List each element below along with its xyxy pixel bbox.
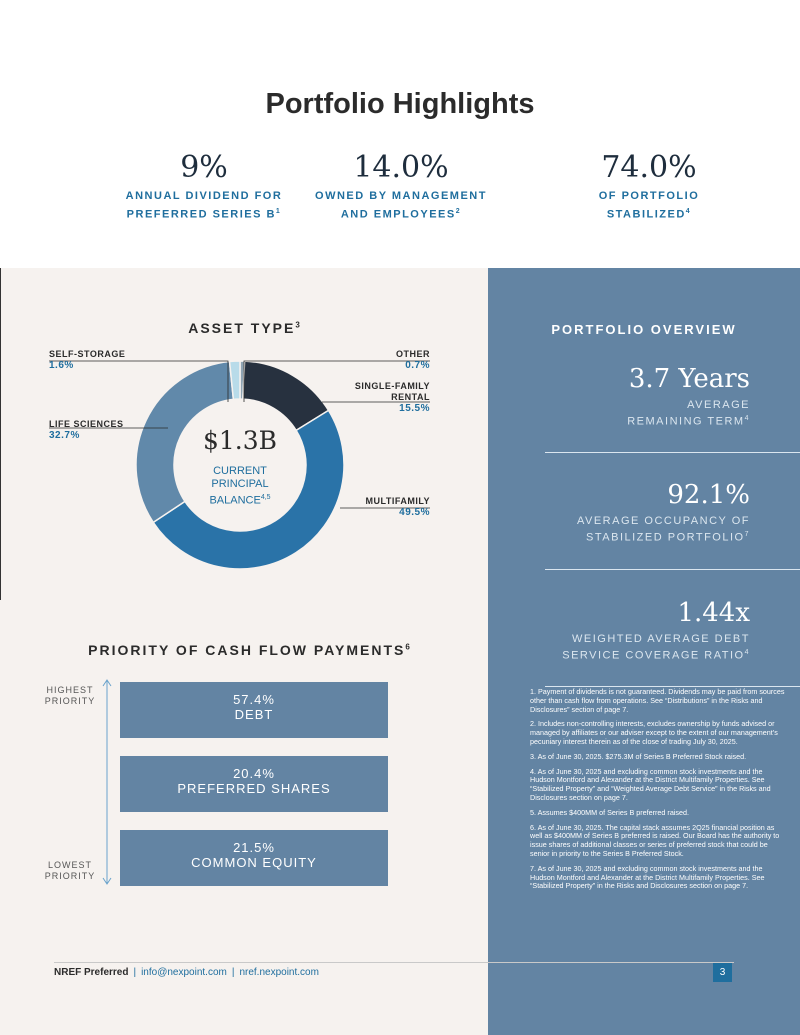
divider xyxy=(545,686,800,687)
footer-email-link[interactable]: info@nexpoint.com xyxy=(141,967,227,978)
current-principal-balance-label: CURRENT PRINCIPAL BALANCE4,5 xyxy=(209,465,271,507)
legend-self-storage: SELF-STORAGE 1.6% xyxy=(49,349,126,371)
divider xyxy=(545,452,800,453)
current-principal-balance-value: $1.3B xyxy=(202,426,278,455)
priority-box-debt: 57.4% DEBT xyxy=(120,682,388,738)
footnote: 3. As of June 30, 2025. $275.3M of Serie… xyxy=(530,751,747,761)
footer: NREF Preferred | info@nexpoint.com | nref.ne… xyxy=(54,967,319,978)
occupancy-label: AVERAGE OCCUPANCY OF STABILIZED PORTFOLI… xyxy=(576,515,750,544)
footer-website-link[interactable]: nref.nexpoint.com xyxy=(239,967,319,978)
footnote: 7. As of June 30, 2025 and excluding com… xyxy=(530,863,765,891)
footnote: 2. Includes non-controlling interests, e… xyxy=(530,719,778,746)
dscr-label: WEIGHTED AVERAGE DEBT SERVICE COVERAGE R… xyxy=(562,633,750,662)
footer-separator: | xyxy=(133,967,137,978)
dscr-value: 1.44x xyxy=(677,598,750,628)
legend-single-family-rental: SINGLE-FAMILY RENTAL 15.5% xyxy=(354,381,430,414)
highest-priority-label: HIGHEST PRIORITY xyxy=(44,685,96,706)
donut-slice-self-storage xyxy=(228,360,241,401)
donut-slice-multifamily xyxy=(152,409,345,570)
highlight-stabilized: 74.0% OF PORTFOLIO STABILIZED4 xyxy=(529,150,769,223)
leader-line-self-storage xyxy=(49,360,229,402)
asset-type-title: ASSET TYPE3 xyxy=(188,320,302,336)
page-number: 3 xyxy=(713,963,732,982)
footnote: 4. As of June 30, 2025 and excluding com… xyxy=(530,766,771,802)
panel-edge-line xyxy=(0,268,1,600)
legend-multifamily: MULTIFAMILY 49.5% xyxy=(365,496,430,518)
leader-line-other xyxy=(243,360,430,402)
highlight-dividend: 9% ANNUAL DIVIDEND FOR PREFERRED SERIES … xyxy=(84,150,324,223)
legend-other: OTHER 0.7% xyxy=(396,349,430,371)
footer-brand: NREF Preferred xyxy=(54,967,129,978)
priority-box-common-equity: 21.5% COMMON EQUITY xyxy=(120,830,388,886)
priority-title: PRIORITY OF CASH FLOW PAYMENTS6 xyxy=(88,642,412,658)
footnote: 5. Assumes $400MM of Series B preferred … xyxy=(530,807,689,817)
portfolio-overview-panel xyxy=(488,268,800,1035)
remaining-term-label: AVERAGE REMAINING TERM4 xyxy=(627,399,750,428)
priority-arrow-icon xyxy=(102,679,112,885)
donut-slice-life-sciences xyxy=(135,360,235,524)
lowest-priority-label: LOWEST PRIORITY xyxy=(44,860,96,881)
page-title: Portfolio Highlights xyxy=(265,88,535,120)
footnote: 1. Payment of dividends is not guarantee… xyxy=(530,687,785,714)
remaining-term-value: 3.7 Years xyxy=(628,364,750,394)
divider xyxy=(545,569,800,570)
highlight-label: OF PORTFOLIO STABILIZED4 xyxy=(598,190,700,221)
footer-separator: | xyxy=(231,967,235,978)
footnote: 6. As of June 30, 2025. The capital stac… xyxy=(530,822,780,858)
highlight-value: 9% xyxy=(180,150,228,185)
highlight-value: 74.0% xyxy=(601,150,697,185)
highlight-ownership: 14.0% OWNED BY MANAGEMENT AND EMPLOYEES2 xyxy=(281,150,521,223)
footer-divider xyxy=(54,962,734,963)
portfolio-overview-title: PORTFOLIO OVERVIEW xyxy=(551,322,737,337)
highlight-value: 14.0% xyxy=(353,150,449,185)
highlight-label: ANNUAL DIVIDEND FOR PREFERRED SERIES B1 xyxy=(125,190,283,221)
footnotes: 1. Payment of dividends is not guarantee… xyxy=(530,687,785,897)
occupancy-value: 92.1% xyxy=(667,480,750,510)
highlight-label: OWNED BY MANAGEMENT AND EMPLOYEES2 xyxy=(315,190,487,221)
priority-box-preferred-shares: 20.4% PREFERRED SHARES xyxy=(120,756,388,812)
legend-life-sciences: LIFE SCIENCES 32.7% xyxy=(49,419,124,441)
asset-type-donut-chart xyxy=(49,360,430,570)
